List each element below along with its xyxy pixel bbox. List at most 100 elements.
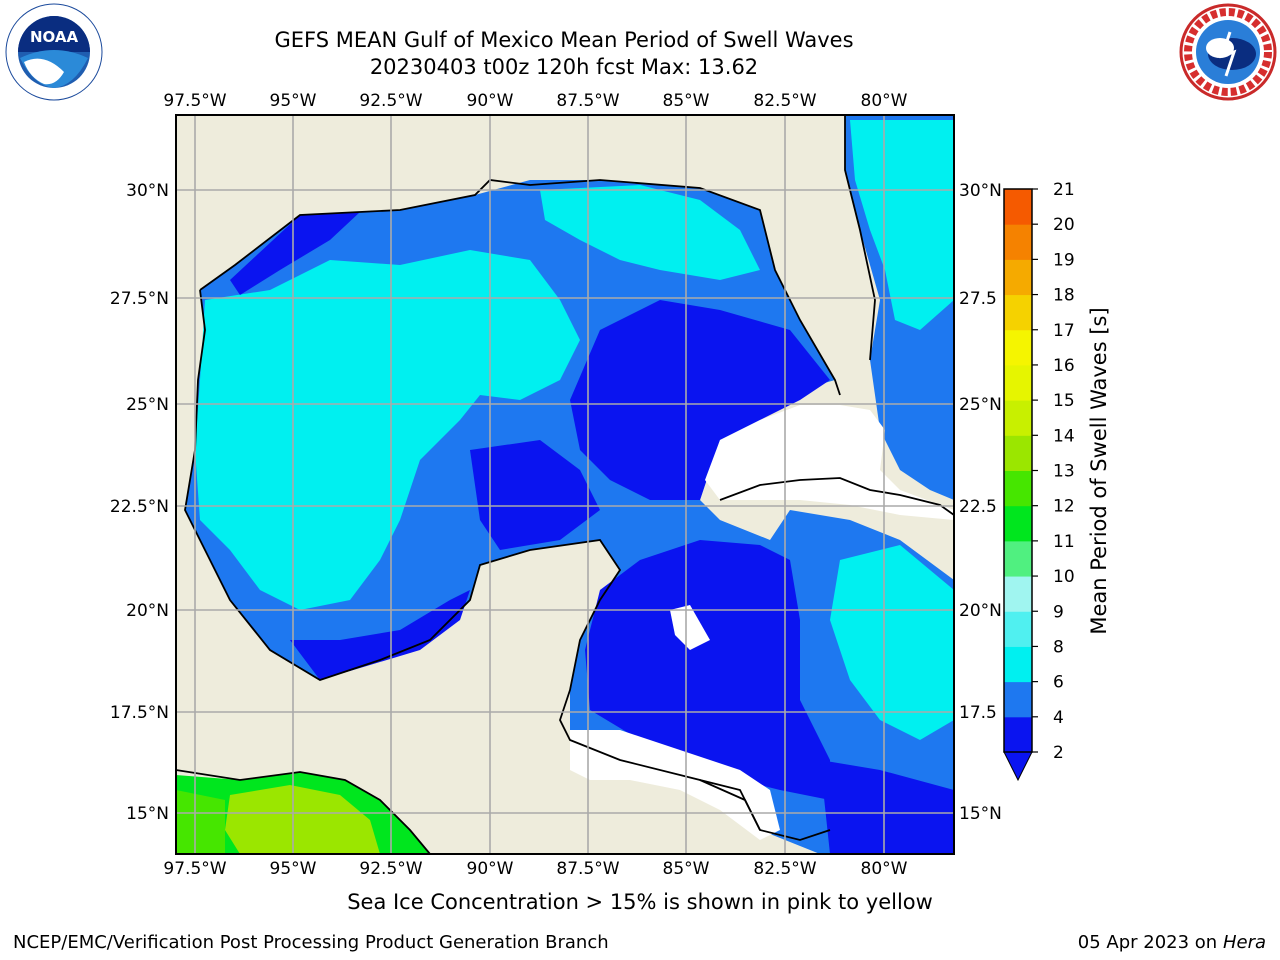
lon-labels-bottom: 97.5°W 95°W 92.5°W 90°W 87.5°W 85°W 82.5… — [163, 859, 907, 879]
darkblue-region-caribbean — [585, 540, 830, 800]
lat-label: 25°N — [959, 395, 1002, 415]
lat-labels-left: 30°N 27.5°N 25°N 22.5°N 20°N 17.5°N 15°N — [110, 181, 169, 824]
colorbar-tick-label: 2 — [1053, 743, 1064, 763]
lon-label: 90°W — [467, 91, 514, 111]
colorbar: 2 4 6 8 9 10 11 12 13 14 15 16 17 18 19 20 21 — [1003, 180, 1075, 782]
footer-machine: Hera — [1222, 932, 1266, 953]
lat-label: 25°N — [126, 395, 169, 415]
lat-label: 17.5°N — [110, 703, 169, 723]
darkblue-region-south — [820, 760, 954, 854]
lat-label: 17.5 — [959, 703, 997, 723]
cyan-region-west — [195, 250, 580, 610]
map-grid — [176, 115, 954, 854]
darkblue-region-campeche — [470, 440, 600, 550]
lon-label: 85°W — [663, 91, 710, 111]
colorbar-tick-label: 13 — [1053, 462, 1075, 482]
lat-label: 30°N — [959, 181, 1002, 201]
darkblue-region-south-gulf — [290, 590, 470, 680]
missing-region-gulf-spot — [670, 605, 710, 650]
colorbar-segment — [1004, 189, 1032, 225]
colorbar-segment — [1004, 646, 1032, 683]
colorbar-tick-label: 16 — [1053, 356, 1075, 376]
nws-logo-icon — [1179, 3, 1277, 101]
colorbar-tick-label: 17 — [1053, 321, 1075, 341]
lon-label: 97.5°W — [163, 91, 226, 111]
colorbar-segment — [1004, 576, 1032, 612]
colorbar-tick-label: 14 — [1053, 426, 1075, 446]
lat-label: 15°N — [126, 804, 169, 824]
colorbar-tick-label: 19 — [1053, 250, 1075, 270]
svg-text:NOAA: NOAA — [30, 28, 79, 46]
pacific-ocean-yellowgreen — [225, 785, 380, 854]
chart-title: GEFS MEAN Gulf of Mexico Mean Period of … — [274, 28, 854, 52]
colorbar-label: Mean Period of Swell Waves [s] — [1087, 307, 1111, 634]
colorbar-segment — [1004, 540, 1032, 577]
lon-label: 87.5°W — [556, 859, 619, 879]
noaa-logo-icon: NOAA — [5, 3, 103, 101]
sea-ice-caption: Sea Ice Concentration > 15% is shown in … — [0, 890, 1280, 914]
lat-label: 22.5 — [959, 497, 997, 517]
colorbar-tick-label: 18 — [1053, 286, 1075, 306]
coastline-cuba — [719, 477, 955, 516]
lat-labels-right: 30°N 27.5 25°N 22.5 20°N 17.5 15°N — [959, 181, 1002, 824]
coastline-gulf — [199, 115, 876, 396]
lon-label: 82.5°W — [753, 859, 816, 879]
colorbar-tick-label: 10 — [1053, 567, 1075, 587]
colorbar-tick-label: 20 — [1053, 215, 1075, 235]
colorbar-extension — [1003, 751, 1033, 782]
lat-label: 30°N — [126, 181, 169, 201]
colorbar-segment — [1004, 400, 1032, 436]
lon-label: 80°W — [861, 859, 908, 879]
colorbar-segment — [1004, 224, 1032, 260]
darkblue-region-east — [570, 300, 830, 500]
sea-ice-caption-text: Sea Ice Concentration > 15% is shown in … — [347, 890, 933, 914]
colorbar-segment — [1004, 611, 1032, 647]
colorbar-tick-label: 4 — [1053, 708, 1064, 728]
colorbar-segment — [1004, 681, 1032, 718]
cyan-region-caribbean — [830, 545, 954, 740]
colorbar-tick-label: 8 — [1053, 637, 1064, 657]
lon-label: 80°W — [861, 91, 908, 111]
lat-label: 15°N — [959, 804, 1002, 824]
colorbar-segment — [1004, 716, 1032, 753]
colorbar-tick-label: 15 — [1053, 391, 1075, 411]
lat-label: 20°N — [126, 601, 169, 621]
missing-region-cuba — [705, 405, 954, 520]
colorbar-tick-label: 6 — [1053, 673, 1064, 693]
footer-organization: NCEP/EMC/Verification Post Processing Pr… — [13, 932, 609, 953]
colorbar-tick-label: 12 — [1053, 497, 1075, 517]
lon-labels-top: 97.5°W 95°W 92.5°W 90°W 87.5°W 85°W 82.5… — [163, 91, 907, 111]
darkblue-region-nw — [230, 212, 360, 295]
colorbar-segment — [1004, 329, 1032, 366]
footer-date: 05 Apr 2023 on Hera — [1078, 932, 1266, 953]
lon-label: 92.5°W — [359, 859, 422, 879]
chart-subtitle: 20230403 t00z 120h fcst Max: 13.62 — [369, 55, 759, 79]
lon-label: 97.5°W — [163, 859, 226, 879]
colorbar-segment — [1004, 435, 1032, 471]
lat-label: 22.5°N — [110, 497, 169, 517]
lat-label: 27.5°N — [110, 289, 169, 309]
map-frame — [175, 114, 955, 855]
lat-label: 27.5 — [959, 289, 997, 309]
cyan-region-atlantic — [850, 120, 954, 330]
coastline-caribbean-south — [699, 779, 831, 841]
lon-label: 95°W — [270, 859, 317, 879]
lon-label: 90°W — [467, 859, 514, 879]
colorbar-tick-label: 9 — [1053, 602, 1064, 622]
colorbar-tick-label: 21 — [1053, 180, 1075, 200]
colorbar-segment — [1004, 294, 1032, 331]
colorbar-segment — [1004, 470, 1032, 507]
lon-label: 82.5°W — [753, 91, 816, 111]
lon-label: 87.5°W — [556, 91, 619, 111]
lon-label: 95°W — [270, 91, 317, 111]
coastline-mexico — [184, 289, 761, 831]
colorbar-segment — [1004, 259, 1032, 296]
lon-label: 92.5°W — [359, 91, 422, 111]
footer-date-text: 05 Apr 2023 on — [1077, 932, 1218, 953]
cyan-region-north — [540, 185, 760, 280]
lon-label: 85°W — [663, 859, 710, 879]
colorbar-segment — [1004, 364, 1032, 401]
colorbar-tick-label: 11 — [1053, 532, 1075, 552]
pacific-ocean-lime — [176, 790, 225, 854]
